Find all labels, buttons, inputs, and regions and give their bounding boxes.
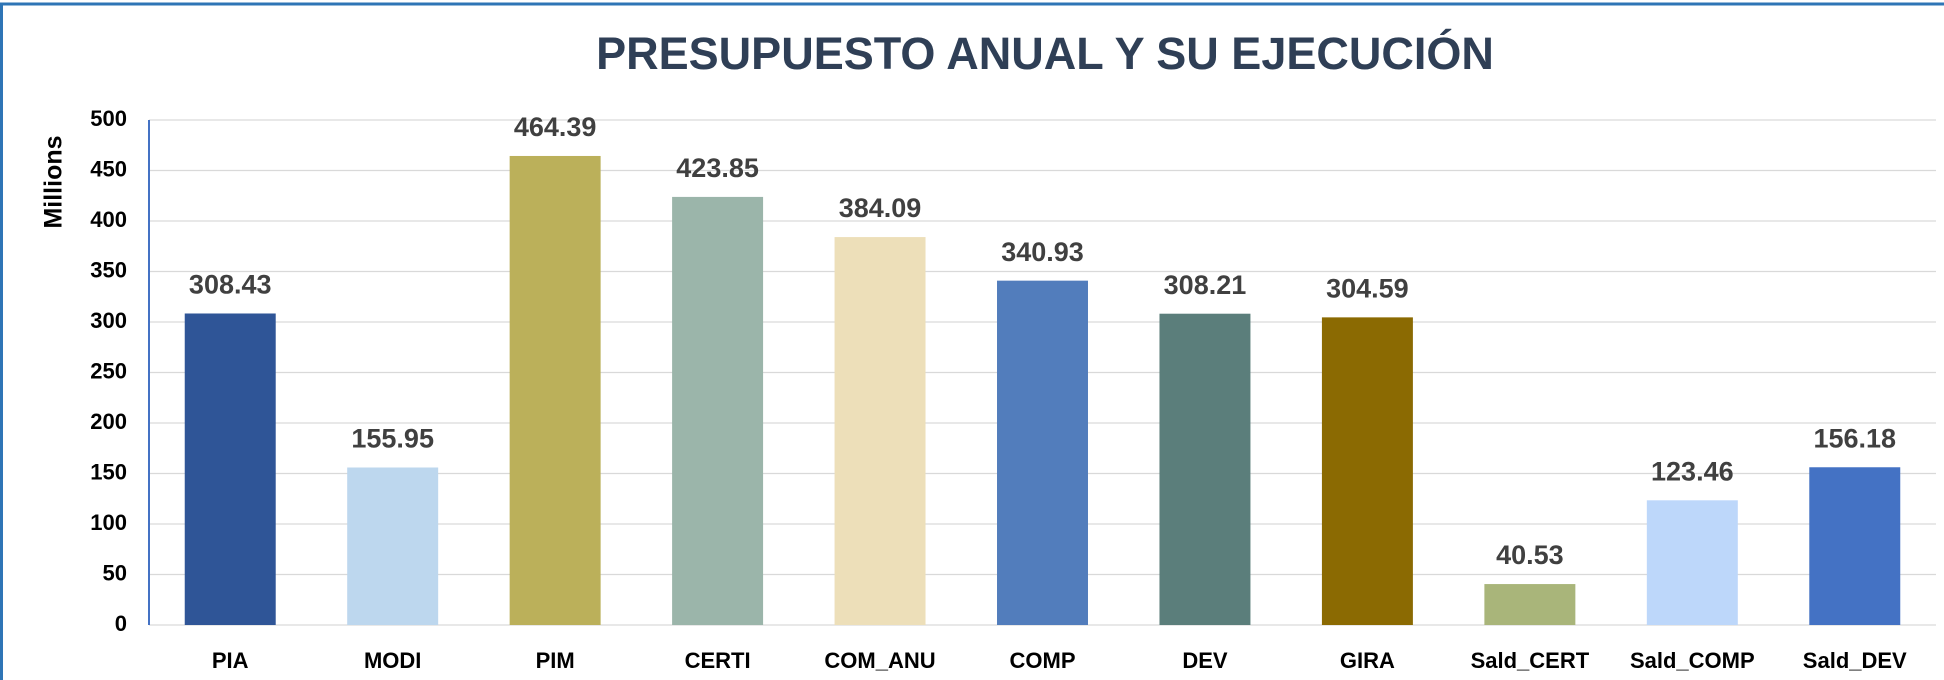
x-tick-label: PIM (536, 648, 575, 673)
bar (1809, 467, 1901, 625)
data-label: 123.46 (1651, 456, 1734, 486)
bar (834, 237, 926, 626)
data-label: 423.85 (676, 153, 759, 183)
x-tick-label: MODI (364, 648, 421, 673)
bar (509, 155, 601, 625)
y-axis-label: Millions (40, 135, 68, 228)
data-label: 308.21 (1164, 270, 1247, 300)
data-label: 155.95 (351, 424, 434, 454)
x-tick-label: COMP (1010, 648, 1076, 673)
y-tick-label: 250 (90, 358, 127, 383)
bar (1321, 317, 1413, 625)
data-label: 340.93 (1001, 237, 1084, 267)
bar (1159, 313, 1251, 625)
data-label: 464.39 (514, 112, 597, 142)
data-label: 40.53 (1496, 540, 1564, 570)
bar (672, 196, 764, 625)
x-tick-label: Sald_DEV (1803, 648, 1907, 673)
bar (184, 313, 276, 625)
chart-title: PRESUPUESTO ANUAL Y SU EJECUCIÓN (596, 28, 1494, 79)
y-tick-label: 50 (103, 560, 127, 585)
y-tick-label: 400 (90, 207, 127, 232)
y-tick-label: 500 (90, 106, 127, 131)
x-tick-label: PIA (212, 648, 249, 673)
y-tick-label: 0 (115, 611, 127, 636)
y-tick-label: 200 (90, 409, 127, 434)
y-tick-label: 150 (90, 459, 127, 484)
y-tick-label: 350 (90, 257, 127, 282)
bar (1646, 500, 1738, 625)
x-tick-label: Sald_CERT (1471, 648, 1590, 673)
bar (997, 280, 1088, 625)
data-label: 308.43 (189, 270, 272, 300)
x-tick-label: COM_ANU (824, 648, 935, 673)
x-tick-label: DEV (1182, 648, 1228, 673)
y-tick-label: 300 (90, 308, 127, 333)
data-label: 384.09 (839, 193, 922, 223)
bar (1484, 584, 1576, 625)
data-label: 156.18 (1813, 423, 1896, 453)
bar (347, 467, 439, 625)
x-tick-label: CERTI (685, 648, 751, 673)
x-tick-label: Sald_COMP (1630, 648, 1755, 673)
x-tick-label: GIRA (1340, 648, 1395, 673)
data-label: 304.59 (1326, 273, 1409, 303)
y-tick-label: 100 (90, 510, 127, 535)
y-tick-label: 450 (90, 156, 127, 181)
